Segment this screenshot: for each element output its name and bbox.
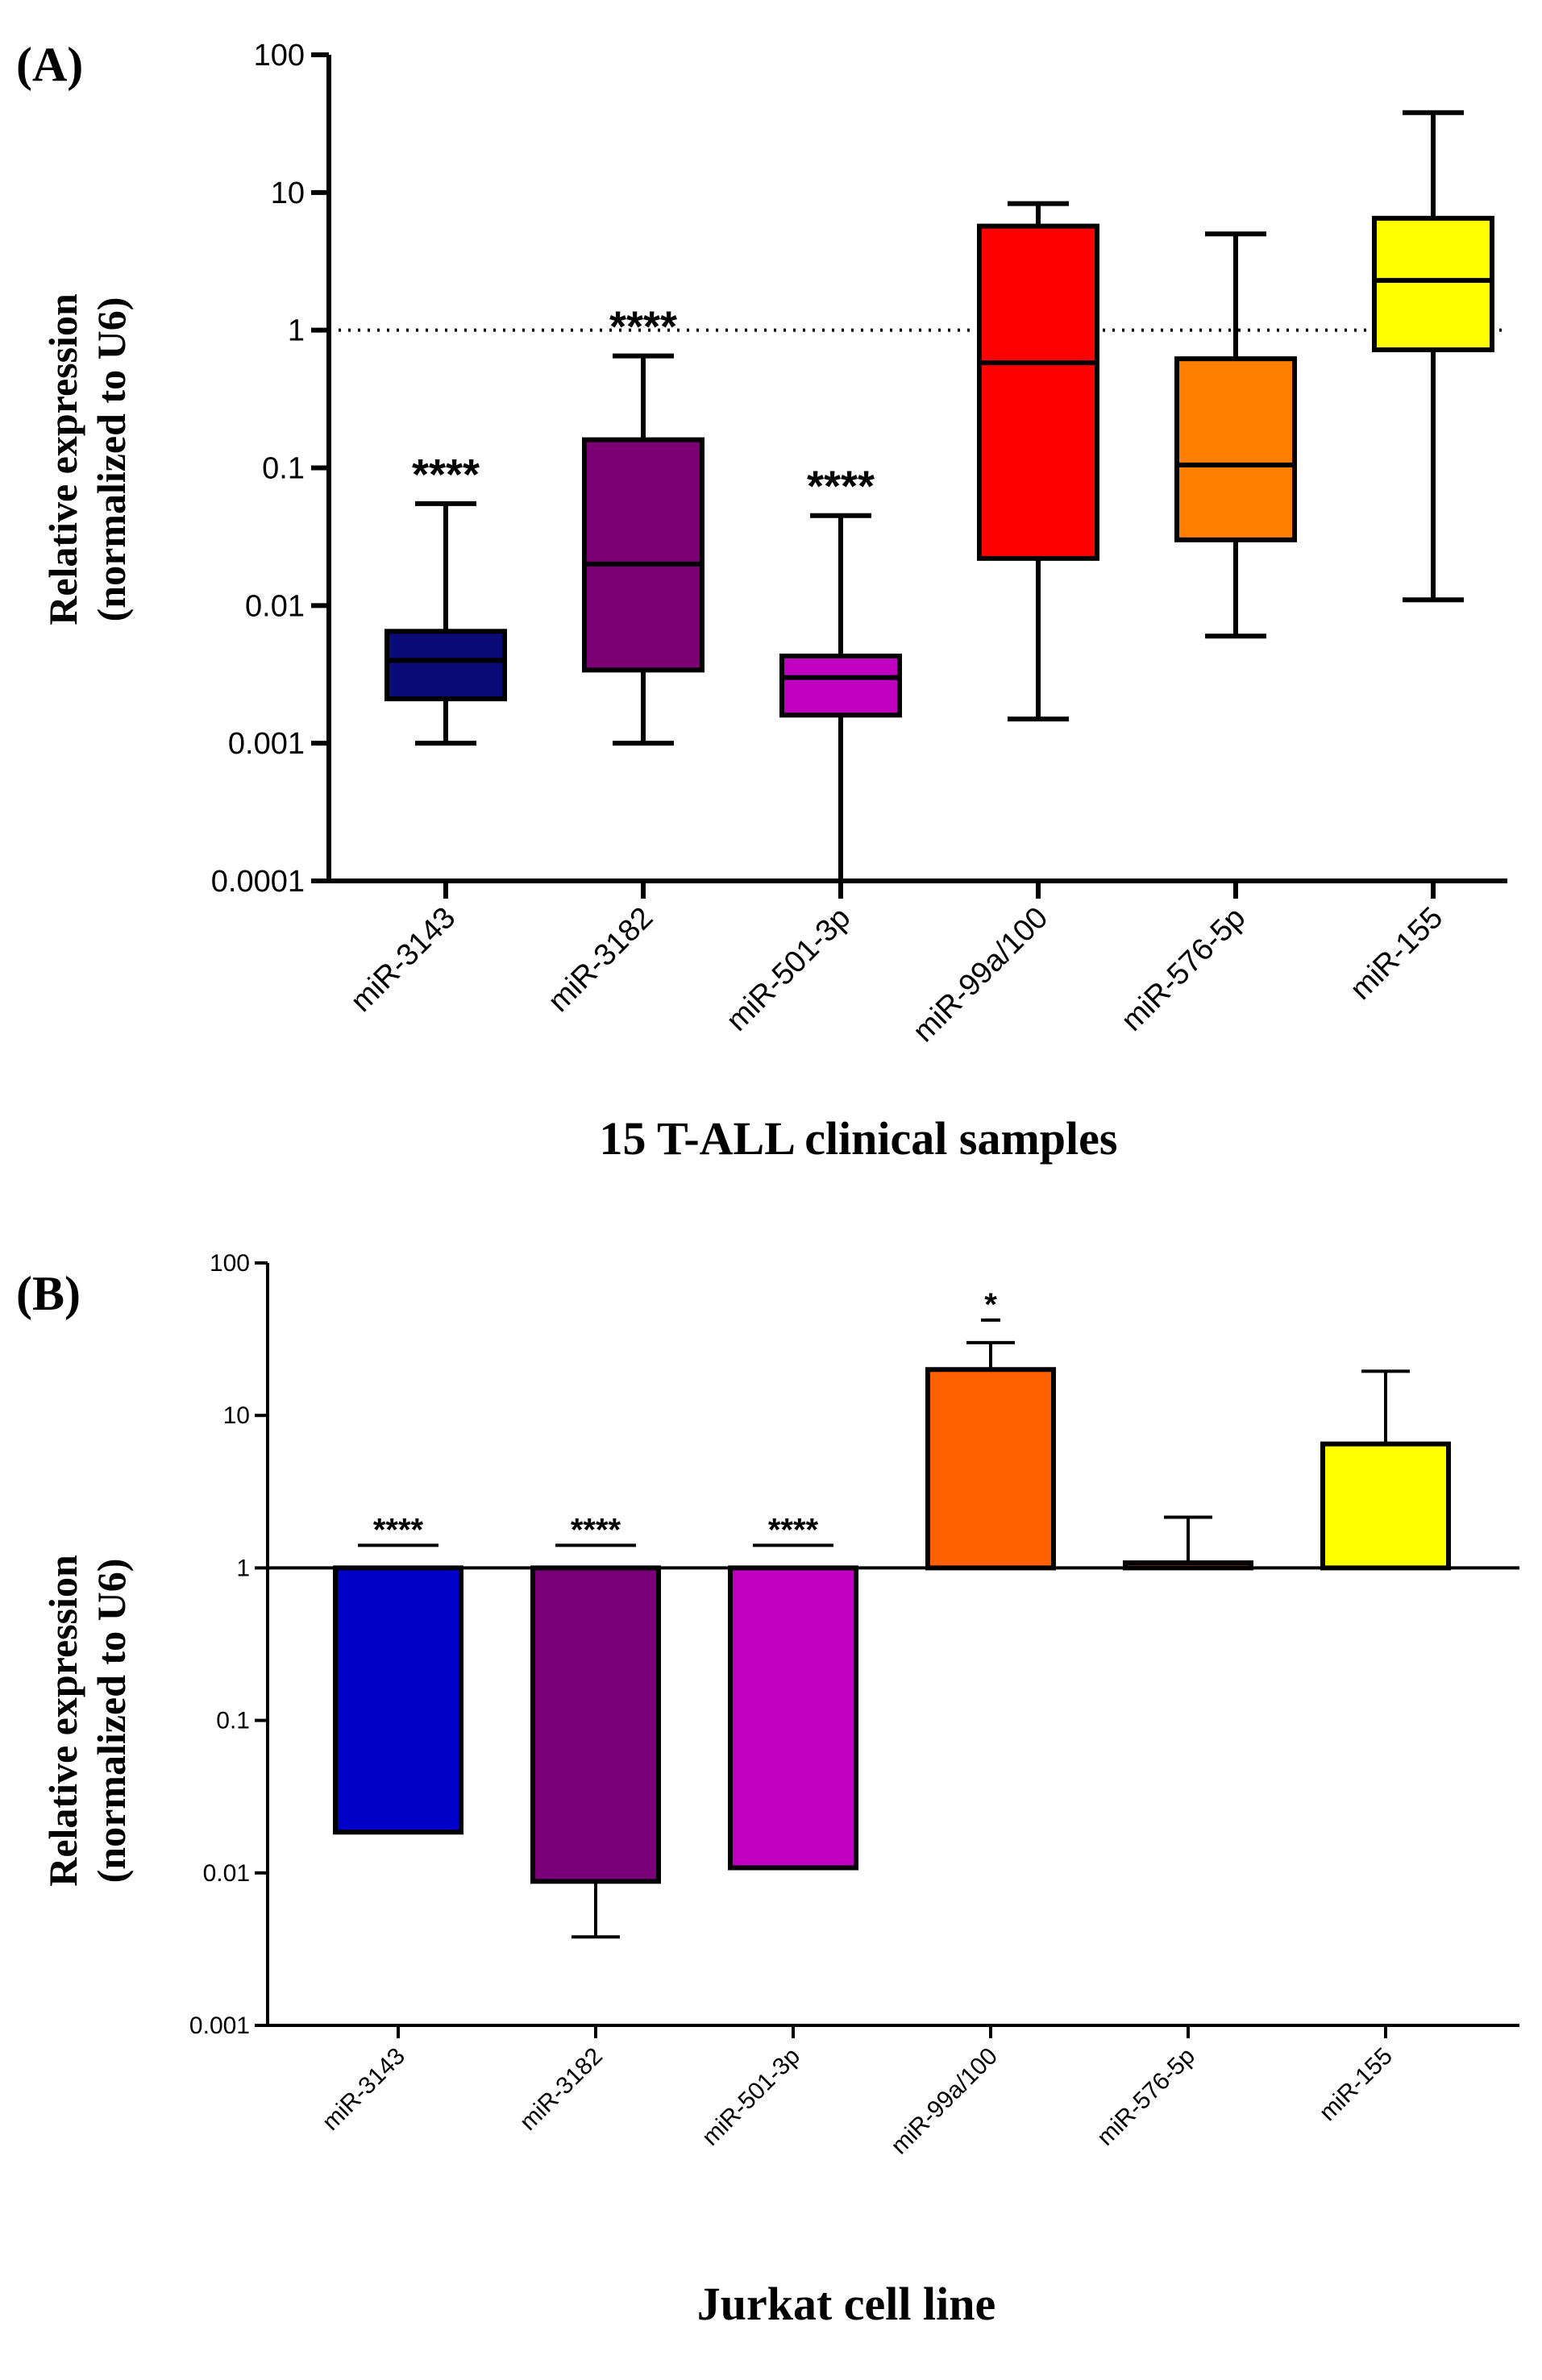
box-body <box>1174 356 1297 542</box>
panel-a-ylabel-line1: Relative expression <box>40 293 85 625</box>
category-label: miR-155 <box>1344 901 1449 1007</box>
category-label: miR-155 <box>1314 2043 1398 2127</box>
y-tick-label: 0.0001 <box>211 865 305 899</box>
y-tick-label: 100 <box>254 39 305 73</box>
box-1: **** <box>582 303 704 746</box>
significance-label: **** <box>412 451 480 499</box>
y-tick-label: 0.1 <box>216 1708 250 1734</box>
category-label: miR-501-3p <box>720 901 857 1038</box>
significance-label: * <box>984 1287 997 1323</box>
significance-label: **** <box>571 1512 621 1547</box>
bar-3: * <box>925 1287 1056 1571</box>
box-body <box>1372 215 1494 353</box>
box-0: **** <box>384 451 507 746</box>
panel-a: (A) Relative expression (normalized to U… <box>16 38 1507 1165</box>
category-label: miR-3182 <box>542 901 659 1019</box>
y-tick-label: 0.001 <box>189 2012 250 2039</box>
category-label: miR-99a/100 <box>907 901 1055 1049</box>
category-label: miR-99a/100 <box>886 2043 1003 2160</box>
panel-a-y-axis: 0.0001 0.001 0.01 0.1 1 10 100 <box>211 39 1507 899</box>
panel-b-label: (B) <box>16 1267 81 1320</box>
y-tick-label: 10 <box>223 1402 250 1429</box>
box-4 <box>1174 231 1297 639</box>
significance-label: **** <box>609 303 677 351</box>
y-tick-label: 0.001 <box>228 727 305 761</box>
bar-1: **** <box>530 1512 661 1939</box>
box-2: **** <box>779 463 902 881</box>
bar-0: **** <box>333 1512 463 1835</box>
panel-a-xlabel: 15 T-ALL clinical samples <box>600 1112 1118 1165</box>
panel-b-bars: **** **** ***** <box>333 1287 1451 1939</box>
bar-body <box>1320 1441 1451 1571</box>
y-tick-label: 10 <box>271 177 305 210</box>
y-tick-label: 0.01 <box>245 589 305 623</box>
bar-body <box>530 1565 661 1884</box>
panel-b-xlabel: Jurkat cell line <box>697 2278 996 2330</box>
category-label: miR-501-3p <box>697 2043 805 2151</box>
category-label: miR-576-5p <box>1092 2043 1200 2151</box>
y-tick-label: 1 <box>288 314 305 348</box>
significance-label: **** <box>807 463 875 511</box>
panel-a-x-axis: miR-3143 miR-3182 miR-501-3p miR-99a/100 miR… <box>344 881 1449 1049</box>
panel-b-x-axis: miR-3143 miR-3182 miR-501-3p miR-99a/100 miR… <box>318 2025 1398 2159</box>
y-tick-label: 100 <box>210 1250 250 1277</box>
box-5 <box>1372 110 1494 603</box>
box-body <box>384 629 507 702</box>
category-label: miR-576-5p <box>1115 901 1252 1038</box>
y-tick-label: 1 <box>236 1555 250 1581</box>
panel-a-ylabel-line2: (normalized to U6) <box>89 297 134 622</box>
panel-b-ylabel-line2: (normalized to U6) <box>89 1559 134 1884</box>
panel-a-boxes: **** **** **** <box>384 110 1494 881</box>
bar-5 <box>1320 1369 1451 1571</box>
panel-b-ylabel-line1: Relative expression <box>40 1555 85 1887</box>
bar-body <box>925 1367 1056 1571</box>
bar-body <box>728 1565 858 1871</box>
significance-label: **** <box>768 1512 819 1547</box>
box-body <box>977 223 1099 561</box>
y-tick-label: 0.01 <box>203 1860 250 1887</box>
category-label: miR-3143 <box>344 901 462 1019</box>
box-body <box>779 653 902 718</box>
significance-label: **** <box>373 1512 424 1547</box>
y-tick-label: 0.1 <box>262 452 305 486</box>
box-body <box>582 437 704 673</box>
bar-4 <box>1123 1515 1253 1571</box>
panel-a-label: (A) <box>16 38 83 91</box>
box-3 <box>977 201 1099 722</box>
panel-b-y-axis: 0.001 0.01 0.1 1 10 100 <box>189 1250 1519 2039</box>
category-label: miR-3182 <box>515 2043 608 2136</box>
bar-2: **** <box>728 1512 858 1871</box>
panel-b: (B) Relative expression (normalized to U… <box>16 1250 1519 2330</box>
category-label: miR-3143 <box>318 2043 410 2136</box>
bar-body <box>333 1565 463 1835</box>
